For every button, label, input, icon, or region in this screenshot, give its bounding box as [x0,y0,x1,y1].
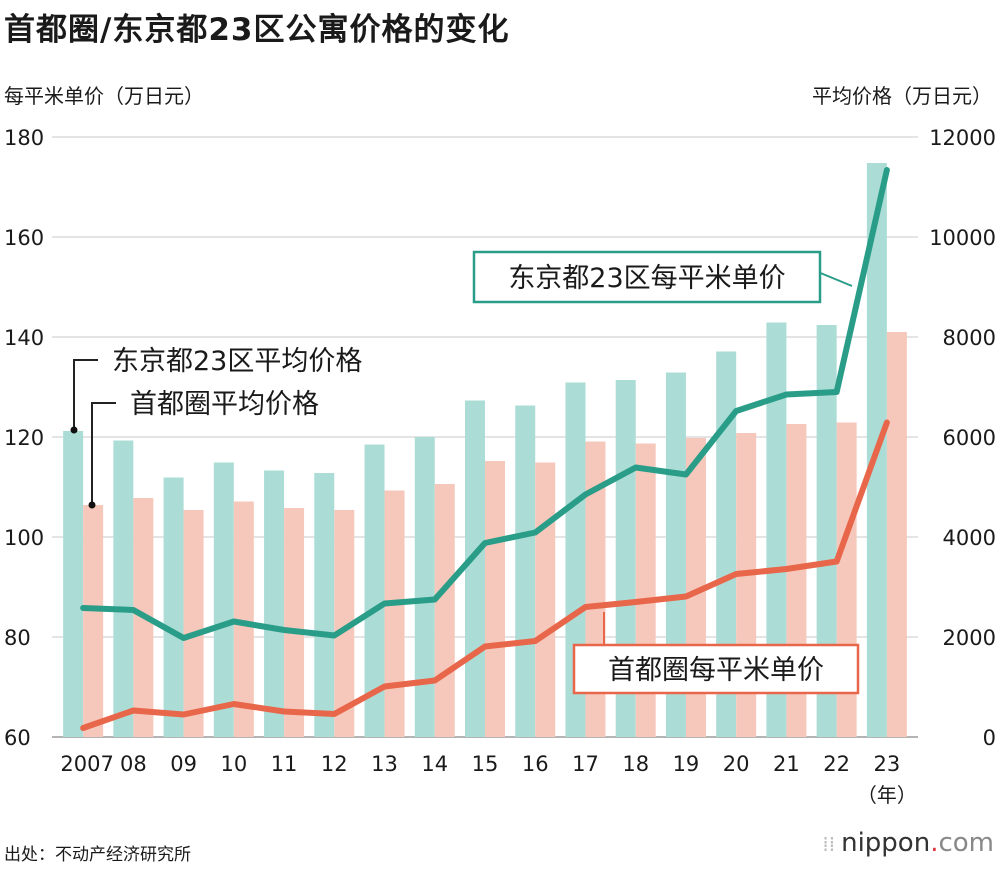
logo-text: nippon [841,828,931,858]
chart-title: 首都圈/东京都23区公寓价格的变化 [4,12,510,48]
bar-tokyo-avg-price [63,431,84,737]
x-tick-label: 14 [421,752,448,776]
bar-tokyo-avg-price [163,477,184,737]
right-tick-label: 0 [983,726,996,750]
x-tick-label: 09 [170,752,197,776]
right-tick-label: 10000 [929,226,996,250]
bar-tokyo-avg-price [816,325,837,737]
left-tick-label: 80 [4,626,31,650]
right-tick-label: 8000 [943,326,996,350]
callout-dot [88,501,96,509]
logo-dot: . [930,828,939,858]
callout-leader [817,271,853,287]
annotation-box [572,643,860,695]
bar-tokyo-avg-price [113,440,134,737]
x-tick-label: 19 [673,752,700,776]
annotation-box [472,250,822,304]
bar-tokyo-avg-price [414,437,435,737]
left-tick-label: 120 [4,426,44,450]
chart-area: 60 80 100 120 140 160 180 0 2000 4000 6000 8000 1000… [4,126,996,807]
annotation-metro-avg-price: 首都圈平均价格 [130,389,319,420]
bar-tokyo-avg-price [314,473,335,737]
right-tick-label: 6000 [943,426,996,450]
bar-metro-avg-price [485,461,505,737]
bar-metro-avg-price [535,462,556,737]
x-tick-label: 16 [522,752,549,776]
bar-tokyo-avg-price [766,322,787,737]
x-tick-label: 08 [120,752,147,776]
left-axis-title: 每平米单价（万日元） [4,84,204,108]
line-tokyo-unit-price [80,167,890,641]
bar-tokyo-avg-price [515,405,536,737]
left-tick-label: 100 [4,526,44,550]
right-axis-title: 平均价格（万日元） [812,84,992,108]
bar-metro-avg-price [83,505,104,737]
bar-tokyo-avg-price [213,462,234,737]
x-tick-label: 15 [472,752,499,776]
left-tick-label: 140 [4,326,44,350]
left-tick-label: 60 [4,726,31,750]
callout-leader [73,359,98,430]
left-tick-label: 180 [4,126,44,150]
annotation-tokyo-unit-price: 东京都23区每平米单价 [508,263,785,294]
bar-metro-avg-price [434,484,455,737]
logo-suffix: com [938,828,994,858]
line-metro-unit-price [80,419,890,731]
callout-dot [70,426,78,434]
annotation-metro-unit-price: 首都圈每平米单价 [608,655,824,686]
left-tick-label: 160 [4,226,44,250]
bar-tokyo-avg-price [264,470,285,737]
x-tick-label: 10 [220,752,247,776]
bar-metro-avg-price [183,510,204,737]
bar-tokyo-avg-price [465,400,485,737]
nippon-logo: ⁞⁞ nippon.com [822,828,994,858]
bar-metro-avg-price [334,510,355,737]
x-tick-label: 21 [773,752,800,776]
x-tick-label: 22 [823,752,850,776]
bar-metro-avg-price [233,501,254,737]
bar-metro-avg-price [384,490,405,737]
source-note: 出处：不动产经济研究所 [4,845,191,865]
annotation-tokyo-avg-price: 东京都23区平均价格 [112,346,362,377]
bar-metro-avg-price [886,332,907,737]
x-tick-label: 23 [874,752,901,776]
x-tick-label: 17 [572,752,599,776]
x-tick-label: 13 [371,752,398,776]
bar-tokyo-avg-price [716,351,737,737]
bar-tokyo-avg-price [364,444,385,737]
x-tick-label: 20 [723,752,750,776]
right-tick-label: 4000 [943,526,996,550]
right-tick-label: 2000 [943,626,996,650]
x-tick-label: 2007 [60,752,113,776]
logo-marks: ⁞⁞ [822,832,836,856]
x-tick-label: 11 [271,752,298,776]
bar-metro-avg-price [284,508,305,737]
x-unit-label: （年） [857,783,917,807]
callout-leader [91,402,116,505]
right-tick-label: 12000 [929,126,996,150]
x-tick-label: 18 [622,752,649,776]
x-tick-label: 12 [321,752,348,776]
